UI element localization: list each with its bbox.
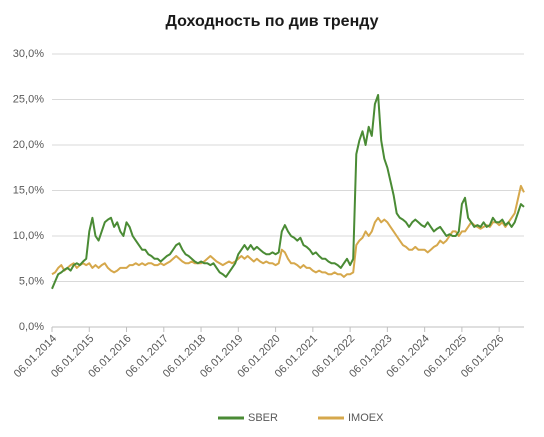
y-tick-label: 20,0% [13,139,44,151]
series-line [51,94,525,290]
legend-label: SBER [248,412,278,424]
y-tick-label: 10,0% [13,230,44,242]
y-tick-label: 15,0% [13,184,44,196]
y-tick-label: 30,0% [13,48,44,60]
y-tick-label: 25,0% [13,93,44,105]
y-tick-label: 5,0% [19,275,44,287]
series-line [51,184,525,278]
chart-title: Доходность по див тренду [165,13,378,30]
y-tick-label: 0,0% [19,321,44,333]
legend-label: IMOEX [348,412,384,424]
